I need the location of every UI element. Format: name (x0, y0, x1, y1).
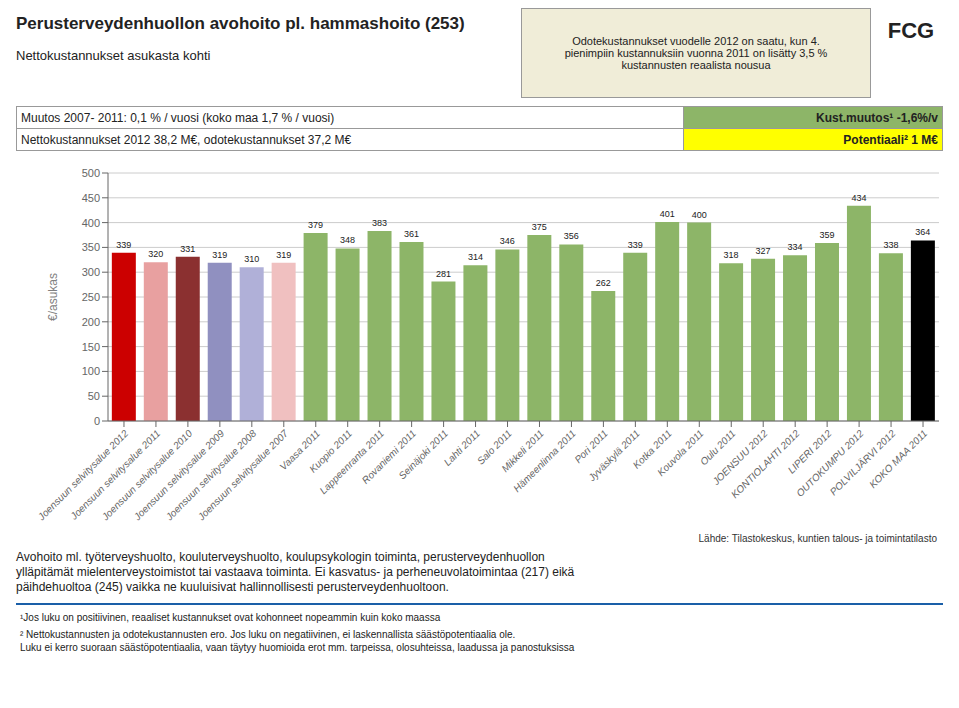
svg-text:Joensuun selvitysalue 2010: Joensuun selvitysalue 2010 (99, 427, 195, 523)
html-text:FCG: FCG (887, 18, 935, 43)
svg-text:Joensuun selvitysalue 2012: Joensuun selvitysalue 2012 (35, 427, 131, 523)
html-text:Potentiaali² 1 M€: Potentiaali² 1 M€ (843, 132, 938, 147)
svg-text:318: 318 (724, 250, 739, 260)
svg-text:0: 0 (94, 415, 100, 427)
svg-text:383: 383 (372, 218, 387, 228)
svg-text:500: 500 (82, 167, 100, 179)
svg-text:339: 339 (628, 240, 643, 250)
svg-text:319: 319 (212, 250, 227, 260)
svg-text:319: 319 (276, 250, 291, 260)
svg-text:450: 450 (82, 192, 100, 204)
svg-text:JOENSUU 2012: JOENSUU 2012 (710, 427, 770, 487)
svg-text:Joensuun selvitysalue 2009: Joensuun selvitysalue 2009 (131, 427, 227, 523)
svg-text:250: 250 (82, 291, 100, 303)
svg-text:375: 375 (532, 222, 547, 232)
svg-text:150: 150 (82, 341, 100, 353)
svg-text:359: 359 (819, 230, 834, 240)
svg-text:401: 401 (660, 209, 675, 219)
svg-text:281: 281 (436, 269, 451, 279)
html-text:¹Jos luku on positiivinen, rea: ¹Jos luku on positiivinen, reaaliset kus… (20, 612, 441, 623)
svg-text:Joensuun selvitysalue 2008: Joensuun selvitysalue 2008 (163, 427, 259, 523)
html-text:Lähde: Tilastokeskus, kuntien: Lähde: Tilastokeskus, kuntien talous- ja… (698, 533, 937, 544)
svg-text:OUTOKUMPU 2012: OUTOKUMPU 2012 (794, 427, 866, 499)
html-text:² Nettokustannusten ja odoteku: ² Nettokustannusten ja odotekustannusten… (20, 629, 575, 653)
html-text:Avohoito ml. työterveyshuolto,: Avohoito ml. työterveyshuolto, kouluterv… (16, 550, 575, 594)
svg-text:262: 262 (596, 278, 611, 288)
svg-text:Lappeenranta 2011: Lappeenranta 2011 (317, 427, 387, 497)
svg-text:379: 379 (308, 220, 323, 230)
svg-text:434: 434 (851, 193, 866, 203)
svg-text:350: 350 (82, 241, 100, 253)
svg-text:400: 400 (82, 217, 100, 229)
html-text:Muutos 2007- 2011: 0,1 % / vuo: Muutos 2007- 2011: 0,1 % / vuosi (koko m… (21, 110, 335, 125)
svg-text:314: 314 (468, 252, 483, 262)
svg-text:356: 356 (564, 231, 579, 241)
svg-text:400: 400 (692, 210, 707, 220)
svg-text:Joensuun selvitysalue 2011: Joensuun selvitysalue 2011 (68, 427, 163, 522)
html-text:Nettokustannukset 2012 38,2 M€: Nettokustannukset 2012 38,2 M€, odotekus… (21, 132, 352, 147)
html-text:Kust.muutos¹ -1,6%/v: Kust.muutos¹ -1,6%/v (816, 110, 938, 125)
svg-text:346: 346 (500, 236, 515, 246)
svg-text:Oulu 2011: Oulu 2011 (697, 427, 738, 468)
svg-text:Rovaniemi 2011: Rovaniemi 2011 (360, 428, 418, 486)
svg-text:Kotka 2011: Kotka 2011 (630, 427, 674, 471)
svg-text:Jyväskylä 2011: Jyväskylä 2011 (585, 428, 641, 484)
svg-text:KOKO MAA 2011: KOKO MAA 2011 (867, 428, 929, 490)
svg-text:€/asukas: €/asukas (46, 273, 60, 321)
svg-text:320: 320 (148, 249, 163, 259)
svg-text:348: 348 (340, 235, 355, 245)
svg-text:Mikkeli 2011: Mikkeli 2011 (499, 427, 546, 475)
svg-text:50: 50 (88, 390, 100, 402)
html-text:Nettokustannukset asukasta koh: Nettokustannukset asukasta kohti (16, 48, 211, 63)
html-text:Perusterveydenhuollon avohoito: Perusterveydenhuollon avohoito pl. hamma… (16, 14, 465, 33)
svg-text:Hämeenlinna 2011: Hämeenlinna 2011 (511, 428, 578, 495)
svg-text:361: 361 (404, 229, 419, 239)
svg-text:Lahti 2011: Lahti 2011 (442, 428, 482, 468)
svg-text:327: 327 (756, 246, 771, 256)
svg-text:338: 338 (883, 240, 898, 250)
svg-text:334: 334 (788, 242, 803, 252)
svg-text:339: 339 (116, 240, 131, 250)
svg-text:Vaasa 2011: Vaasa 2011 (277, 427, 323, 473)
svg-text:Seinäjoki 2011: Seinäjoki 2011 (396, 428, 450, 482)
svg-text:Kouvola 2011: Kouvola 2011 (655, 428, 706, 479)
svg-text:POLVILJÄRVI 2012: POLVILJÄRVI 2012 (827, 427, 898, 498)
svg-text:100: 100 (82, 365, 100, 377)
svg-text:KONTIOLAHTI 2012: KONTIOLAHTI 2012 (729, 427, 802, 501)
svg-text:200: 200 (82, 316, 100, 328)
svg-text:Salo 2011: Salo 2011 (474, 427, 514, 467)
svg-text:Pori 2011: Pori 2011 (572, 427, 610, 466)
html-text:Odotekustannukset vuodelle 201: Odotekustannukset vuodelle 2012 on saatu… (564, 35, 828, 71)
svg-text:331: 331 (180, 244, 195, 254)
svg-text:Kuopio 2011: Kuopio 2011 (307, 427, 355, 475)
svg-text:LIPERI 2012: LIPERI 2012 (785, 427, 834, 476)
svg-text:364: 364 (915, 227, 930, 237)
svg-text:Joensuun selvitysalue 2007: Joensuun selvitysalue 2007 (195, 427, 291, 523)
svg-text:300: 300 (82, 266, 100, 278)
svg-text:310: 310 (244, 254, 259, 264)
